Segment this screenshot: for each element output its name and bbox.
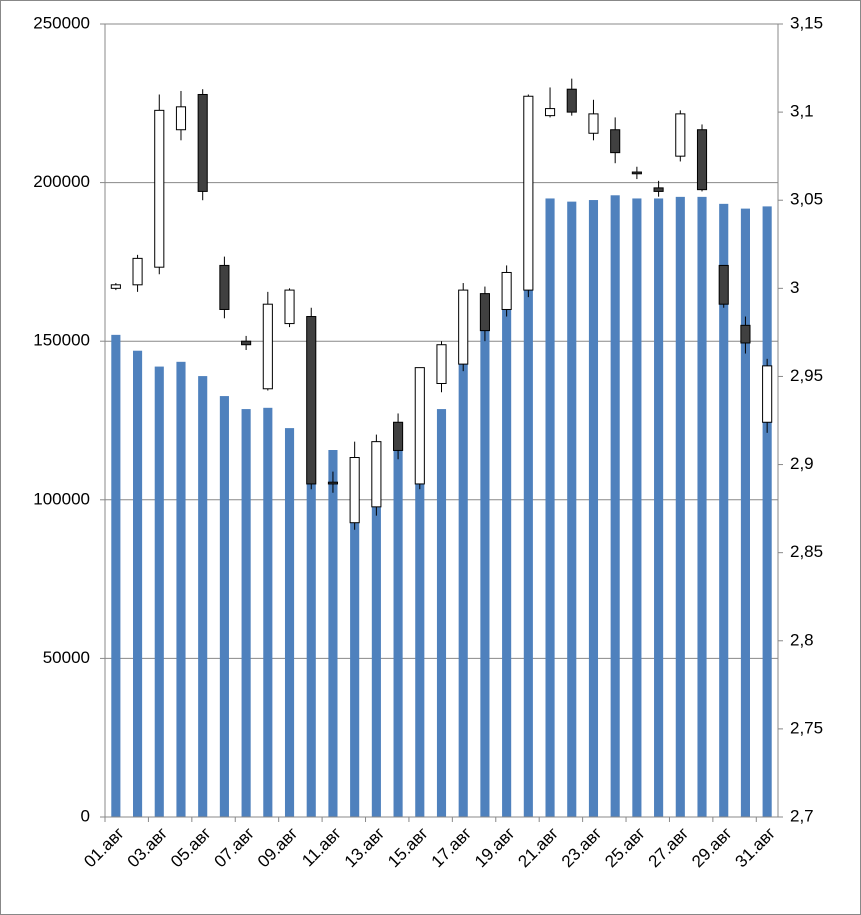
y-tick-label: 0 [81, 806, 90, 825]
bar [219, 396, 229, 817]
candle-body [327, 481, 339, 485]
candle-body [501, 271, 512, 310]
bar [697, 196, 707, 817]
y2-tick-label: 2,75 [790, 718, 823, 737]
y-tick-label: 200000 [33, 172, 90, 191]
bar [198, 376, 208, 817]
bar [458, 363, 468, 817]
candle-body [349, 457, 360, 524]
candle-body [762, 365, 773, 423]
bar [740, 208, 750, 817]
candle-body [241, 340, 252, 346]
y2-tick-label: 2,8 [790, 630, 814, 649]
y2-tick-label: 3,05 [790, 190, 823, 209]
bar [133, 350, 143, 817]
candle-body [154, 109, 165, 268]
y2-tick-label: 3,1 [790, 102, 814, 121]
candle-body [414, 367, 425, 485]
y2-tick-label: 3 [790, 278, 799, 297]
bar [371, 507, 381, 817]
bar [632, 198, 642, 817]
candle-body [175, 106, 187, 131]
candle-body [284, 289, 295, 325]
y2-tick-label: 3,15 [790, 13, 823, 32]
candle-body [458, 289, 469, 365]
y2-tick-label: 2,95 [790, 366, 823, 385]
bar [154, 366, 164, 817]
bar [654, 198, 664, 817]
candle-body [110, 284, 121, 289]
bar [306, 483, 316, 817]
candle-body [262, 303, 273, 390]
bar [523, 290, 533, 817]
candle-body [631, 171, 642, 175]
candle-body [718, 264, 729, 305]
bar [111, 334, 121, 817]
bar [545, 198, 555, 817]
y-tick-label: 100000 [33, 489, 90, 508]
candle-body [479, 293, 490, 332]
bar [502, 309, 512, 817]
y-tick-label: 250000 [33, 13, 90, 32]
bar [415, 483, 425, 817]
bar [610, 195, 620, 818]
candle-body [566, 88, 577, 113]
bar [436, 409, 447, 817]
bar [567, 201, 577, 817]
candle-body [523, 95, 534, 291]
candle-body [132, 257, 143, 286]
candle-body [740, 324, 751, 344]
bar [719, 203, 729, 817]
candle-body [610, 129, 621, 154]
bar [350, 522, 360, 817]
candle-body [393, 421, 404, 451]
bar [480, 330, 490, 817]
y-tick-label: 150000 [33, 331, 90, 350]
y2-tick-label: 2,85 [790, 542, 823, 561]
bar [263, 407, 273, 817]
candle-body [371, 441, 382, 508]
candle-body [306, 316, 317, 485]
candle-body [588, 113, 599, 134]
bar [241, 409, 251, 817]
candle-body [696, 129, 708, 191]
y2-tick-label: 2,9 [790, 454, 814, 473]
bar [762, 206, 772, 817]
y2-tick-label: 2,7 [790, 806, 814, 825]
bar [588, 200, 599, 817]
bar [328, 449, 338, 817]
candle-body [675, 113, 686, 157]
bar [393, 449, 403, 817]
y-tick-label: 50000 [43, 648, 90, 667]
candle-body [197, 93, 208, 192]
bar [284, 428, 295, 817]
bar [176, 361, 186, 817]
candle-body [436, 344, 447, 384]
bar [675, 196, 685, 817]
candle-body [544, 108, 556, 117]
candle-body [653, 187, 664, 192]
candle-body [219, 264, 230, 310]
